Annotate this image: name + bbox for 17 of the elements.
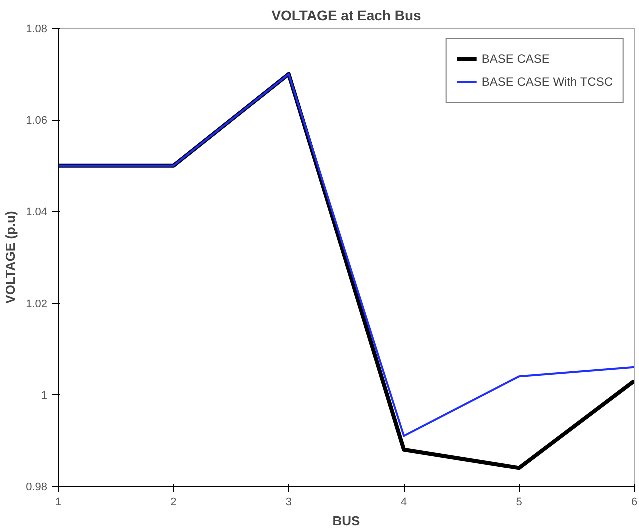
legend-label: BASE CASE With TCSC <box>482 75 613 89</box>
x-tick-label: 2 <box>170 496 177 508</box>
legend-label: BASE CASE <box>482 52 550 66</box>
x-tick-label: 5 <box>516 496 522 508</box>
x-tick-label: 6 <box>631 496 638 508</box>
y-tick-label: 1 <box>41 390 48 402</box>
y-tick-label: 1.02 <box>26 298 48 310</box>
x-axis-title: BUS <box>332 514 361 528</box>
x-tick-label: 1 <box>55 496 62 508</box>
x-tick-label: 3 <box>286 496 292 508</box>
y-axis-title: VOLTAGE (p.u) <box>3 211 18 304</box>
x-tick-label: 4 <box>401 496 408 508</box>
chart-title: VOLTAGE at Each Bus <box>272 8 422 24</box>
y-tick-label: 1.08 <box>26 24 48 36</box>
y-tick-label: 1.06 <box>26 115 48 128</box>
y-tick-label: 1.04 <box>26 206 48 219</box>
y-tick-label: 0.98 <box>26 482 48 494</box>
